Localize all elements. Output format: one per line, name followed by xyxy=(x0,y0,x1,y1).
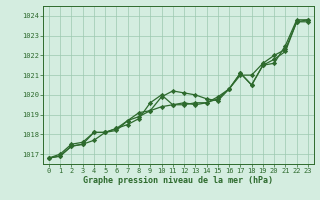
X-axis label: Graphe pression niveau de la mer (hPa): Graphe pression niveau de la mer (hPa) xyxy=(84,176,273,185)
